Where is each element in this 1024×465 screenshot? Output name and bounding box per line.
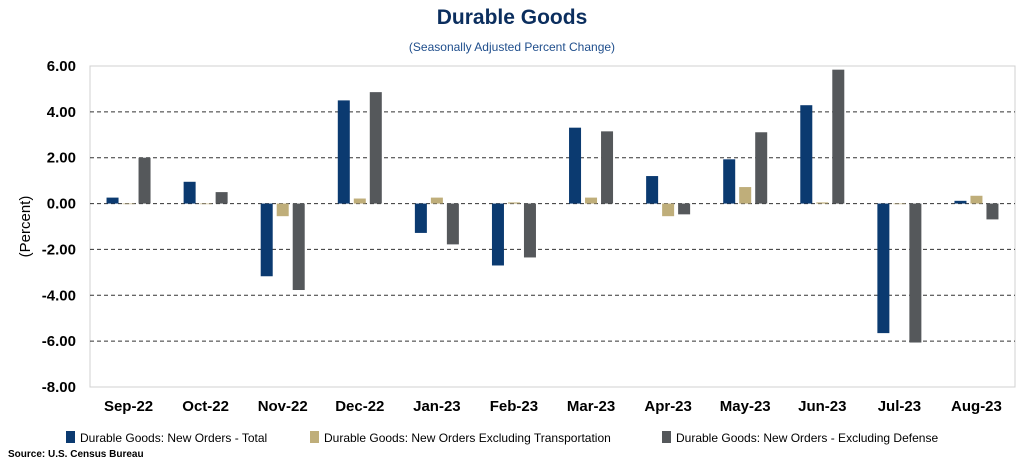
- chart-subtitle: (Seasonally Adjusted Percent Change): [408, 40, 616, 54]
- x-tick-label: Mar-23: [567, 398, 615, 415]
- bar: [215, 192, 228, 204]
- plot-frame: [89, 65, 1016, 388]
- x-tick-label: Jul-23: [878, 398, 921, 415]
- bar: [832, 69, 845, 204]
- y-tick-label: 6.00: [47, 58, 76, 75]
- y-tick-label: -8.00: [42, 379, 76, 396]
- bar: [292, 203, 305, 291]
- y-tick-label: 0.00: [47, 196, 76, 213]
- x-tick-label: Sep-22: [104, 398, 153, 415]
- x-tick-label: Aug-23: [951, 398, 1002, 415]
- bar: [183, 181, 196, 204]
- bar: [353, 198, 366, 204]
- bar: [800, 105, 813, 204]
- bar: [276, 203, 289, 217]
- bar: [954, 200, 967, 204]
- bar: [970, 195, 983, 204]
- bar: [414, 203, 427, 233]
- bar: [585, 197, 598, 204]
- bar: [816, 202, 829, 204]
- bar: [446, 203, 459, 245]
- x-tick-label: Dec-22: [335, 398, 384, 415]
- bar: [507, 202, 520, 204]
- bar: [430, 197, 443, 204]
- bar: [569, 127, 582, 204]
- bar: [601, 131, 614, 204]
- y-tick-label: -2.00: [42, 241, 76, 258]
- bar: [122, 203, 135, 205]
- bar: [138, 157, 151, 204]
- legend-label: Durable Goods: New Orders - Total: [80, 431, 267, 445]
- legend-swatch: [310, 431, 319, 443]
- bar: [199, 203, 212, 205]
- legend-label: Durable Goods: New Orders - Excluding De…: [676, 431, 938, 445]
- source-note: Source: U.S. Census Bureau: [8, 449, 144, 460]
- bar: [523, 203, 536, 258]
- x-tick-label: Oct-22: [182, 398, 229, 415]
- x-tick-label: Apr-23: [644, 398, 692, 415]
- bar: [491, 203, 504, 266]
- y-axis-label: (Percent): [17, 196, 34, 258]
- x-tick-label: Jun-23: [798, 398, 846, 415]
- bar: [646, 176, 659, 204]
- y-tick-label: -4.00: [42, 287, 76, 304]
- legend-swatch: [66, 431, 75, 443]
- bar: [662, 203, 675, 217]
- bar: [260, 203, 273, 277]
- bar: [369, 92, 382, 204]
- bar: [877, 203, 890, 334]
- x-tick-label: May-23: [720, 398, 771, 415]
- legend-swatch: [662, 431, 671, 443]
- bar: [106, 197, 119, 204]
- y-tick-label: 4.00: [47, 104, 76, 121]
- legend-label: Durable Goods: New Orders Excluding Tran…: [324, 431, 611, 445]
- x-tick-label: Feb-23: [490, 398, 538, 415]
- bar: [337, 100, 350, 204]
- x-tick-label: Jan-23: [413, 398, 461, 415]
- bar: [893, 203, 906, 205]
- x-tick-label: Nov-22: [258, 398, 308, 415]
- bar: [739, 187, 752, 204]
- chart-title: Durable Goods: [436, 6, 588, 29]
- y-tick-label: 2.00: [47, 150, 76, 167]
- bar: [723, 159, 736, 204]
- bar: [755, 132, 768, 204]
- bar: [678, 203, 691, 215]
- y-tick-label: -6.00: [42, 333, 76, 350]
- bar: [909, 203, 922, 343]
- bar: [986, 203, 999, 220]
